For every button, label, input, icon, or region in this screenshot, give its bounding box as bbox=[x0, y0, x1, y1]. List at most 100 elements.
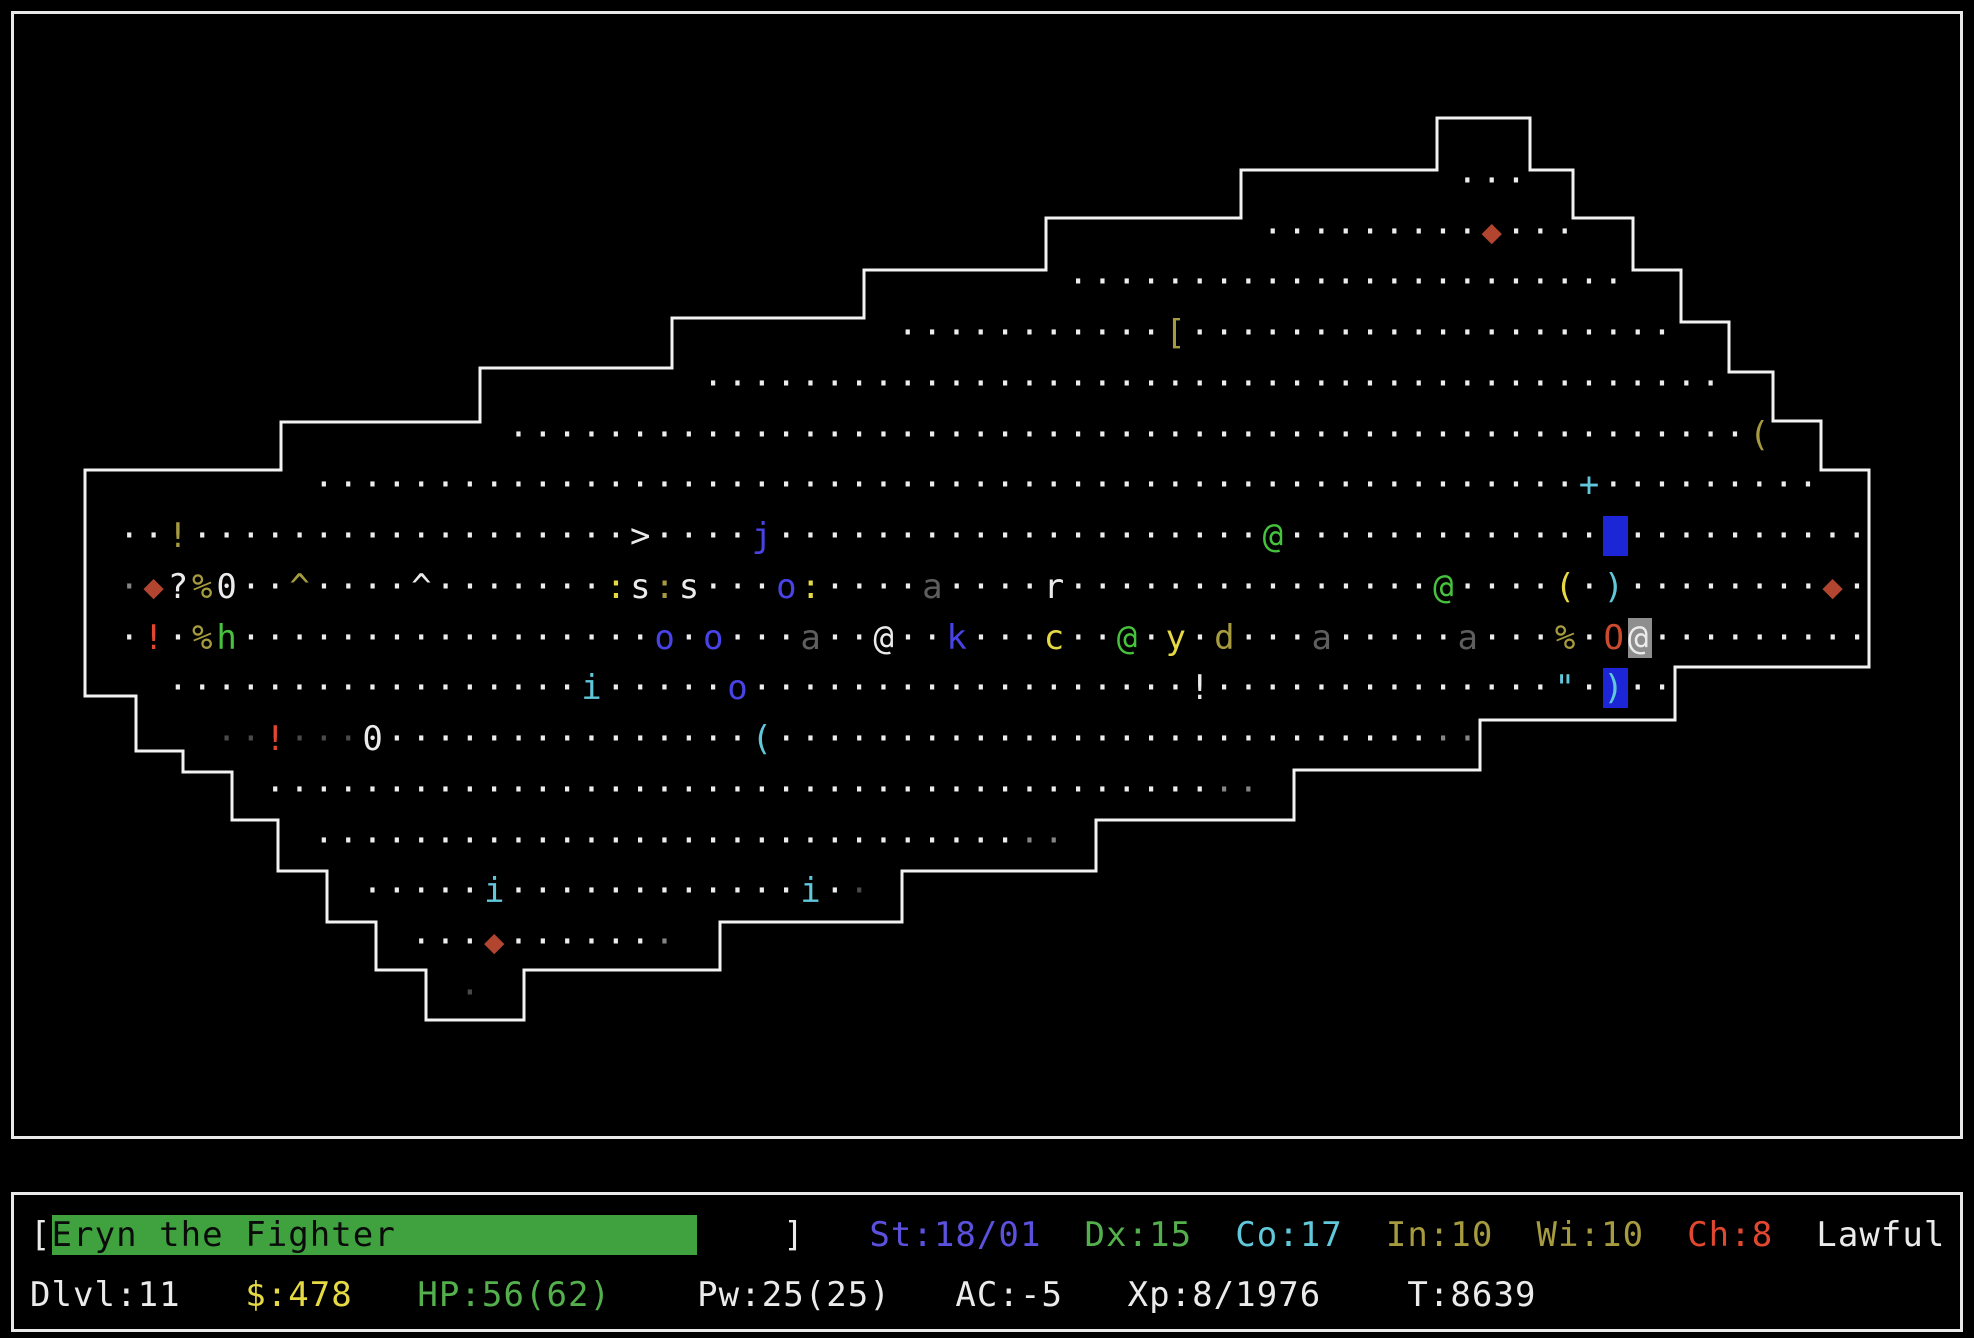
glyph-run: ·········· bbox=[1627, 516, 1871, 556]
glyph-run: ········· bbox=[1262, 211, 1482, 252]
spacer bbox=[353, 1275, 418, 1315]
spacer bbox=[46, 313, 898, 353]
map-row: ·◆?%0··^····^·······:s:s···o:····a····r·… bbox=[46, 562, 1871, 613]
glyph-run: · bbox=[167, 617, 193, 658]
glyph-run: ··· bbox=[1238, 617, 1312, 658]
glyph-run: @ bbox=[873, 617, 898, 658]
glyph-run: ······ bbox=[508, 922, 655, 962]
glyph-run: AC:-5 bbox=[955, 1275, 1064, 1315]
spacer bbox=[46, 212, 1263, 252]
glyph-run: ···················· bbox=[1189, 313, 1677, 353]
glyph-run: ·················· bbox=[192, 516, 630, 556]
spacer bbox=[1644, 1215, 1687, 1255]
glyph-run: j bbox=[751, 516, 776, 556]
glyph-run: ············· bbox=[1286, 516, 1604, 556]
glyph-run: o bbox=[703, 617, 728, 658]
glyph-run: O bbox=[1603, 617, 1628, 658]
glyph-run: ··············· bbox=[386, 719, 752, 759]
spacer bbox=[1192, 1215, 1235, 1255]
glyph-run: ( bbox=[1554, 566, 1580, 607]
glyph-run: d bbox=[1214, 617, 1239, 658]
spacer bbox=[697, 1215, 783, 1255]
map-row: ·········◆··· bbox=[46, 207, 1871, 258]
glyph-run: [ bbox=[30, 1215, 52, 1255]
glyph-run: c bbox=[1043, 617, 1069, 658]
glyph-run: · bbox=[1189, 617, 1215, 658]
map-window[interactable]: ··· ·········◆··· ······················… bbox=[11, 11, 1963, 1139]
glyph-run: · bbox=[459, 972, 484, 1013]
glyph-run: ·· bbox=[824, 617, 874, 658]
glyph-run: ······················· bbox=[1067, 262, 1628, 303]
spacer bbox=[46, 770, 265, 810]
glyph-run: ········································… bbox=[313, 465, 1579, 506]
glyph-run: Eryn the Fighter bbox=[51, 1215, 698, 1255]
glyph-run: a bbox=[1457, 617, 1482, 658]
glyph-run: ·· bbox=[119, 516, 168, 556]
spacer bbox=[46, 567, 119, 607]
glyph-run: ) bbox=[1603, 566, 1628, 607]
glyph-run: ······· bbox=[435, 566, 606, 607]
glyph-run: ···· bbox=[654, 516, 752, 556]
glyph-run: ··· bbox=[410, 922, 484, 962]
map-row: ······························· bbox=[46, 816, 1871, 867]
spacer bbox=[46, 871, 362, 911]
glyph-run: ····· bbox=[362, 871, 484, 912]
glyph-run: ·· bbox=[1213, 769, 1263, 810]
glyph-run: ····························· bbox=[313, 820, 1020, 861]
spacer bbox=[611, 1275, 697, 1315]
dungeon-map-grid[interactable]: ··· ·········◆··· ······················… bbox=[46, 105, 1871, 1069]
map-row: ·!·%h·················o·o···a··@··k···c·… bbox=[46, 613, 1871, 664]
glyph-run: Ch:8 bbox=[1687, 1215, 1774, 1255]
glyph-run: ·············· bbox=[1213, 668, 1555, 709]
glyph-run: · bbox=[824, 871, 849, 912]
glyph-run: ··············· bbox=[1068, 566, 1434, 607]
spacer bbox=[46, 618, 119, 658]
glyph-run: [ bbox=[1165, 313, 1190, 353]
spacer bbox=[46, 922, 411, 962]
glyph-run: ◆ bbox=[143, 566, 168, 607]
glyph-run: @ bbox=[1433, 566, 1458, 607]
glyph-run: 0 bbox=[216, 566, 241, 607]
glyph-run: ········································… bbox=[702, 363, 1725, 404]
glyph-run: y bbox=[1165, 617, 1190, 658]
glyph-run: ··· bbox=[970, 617, 1044, 658]
glyph-run: ·················· bbox=[751, 668, 1190, 709]
glyph-run: ( bbox=[751, 719, 776, 759]
glyph-run: · bbox=[654, 922, 679, 962]
glyph-run: · bbox=[1579, 617, 1604, 658]
glyph-run: s bbox=[630, 566, 655, 607]
glyph-run: · bbox=[678, 617, 704, 658]
spacer bbox=[181, 1275, 246, 1315]
glyph-run: ] bbox=[783, 1215, 805, 1255]
glyph-run: k bbox=[946, 617, 971, 658]
map-row: ··!···0···············(·················… bbox=[46, 714, 1871, 765]
spacer bbox=[46, 465, 314, 505]
spacer bbox=[46, 668, 168, 708]
glyph-run: ^ bbox=[289, 566, 314, 607]
map-row: ···◆······· bbox=[46, 917, 1871, 968]
glyph-run: · bbox=[848, 871, 874, 912]
glyph-run: ) bbox=[1603, 668, 1628, 709]
spacer bbox=[46, 364, 703, 404]
spacer bbox=[1773, 1215, 1816, 1255]
spacer bbox=[1321, 1275, 1407, 1315]
spacer bbox=[1343, 1215, 1386, 1255]
glyph-run: o bbox=[654, 617, 679, 658]
glyph-run: ········································… bbox=[508, 414, 1750, 455]
spacer bbox=[46, 161, 1457, 201]
spacer bbox=[46, 415, 508, 455]
glyph-run: a bbox=[1311, 617, 1336, 658]
map-row: ········································… bbox=[46, 765, 1871, 816]
glyph-run: ! bbox=[264, 719, 290, 759]
glyph-run: · bbox=[119, 617, 144, 658]
status-line-1: [Eryn the Fighter ] St:18/01 Dx:15 Co:17… bbox=[30, 1205, 1960, 1265]
spacer bbox=[46, 719, 216, 759]
map-row: ········································… bbox=[46, 359, 1871, 410]
glyph-run: ! bbox=[167, 516, 193, 556]
spacer bbox=[805, 1215, 870, 1255]
map-row: ········································… bbox=[46, 460, 1871, 511]
glyph-run: i bbox=[581, 668, 606, 709]
map-row: · bbox=[46, 968, 1871, 1019]
glyph-run: ········· bbox=[1603, 465, 1823, 506]
glyph-run: · bbox=[1141, 617, 1166, 658]
